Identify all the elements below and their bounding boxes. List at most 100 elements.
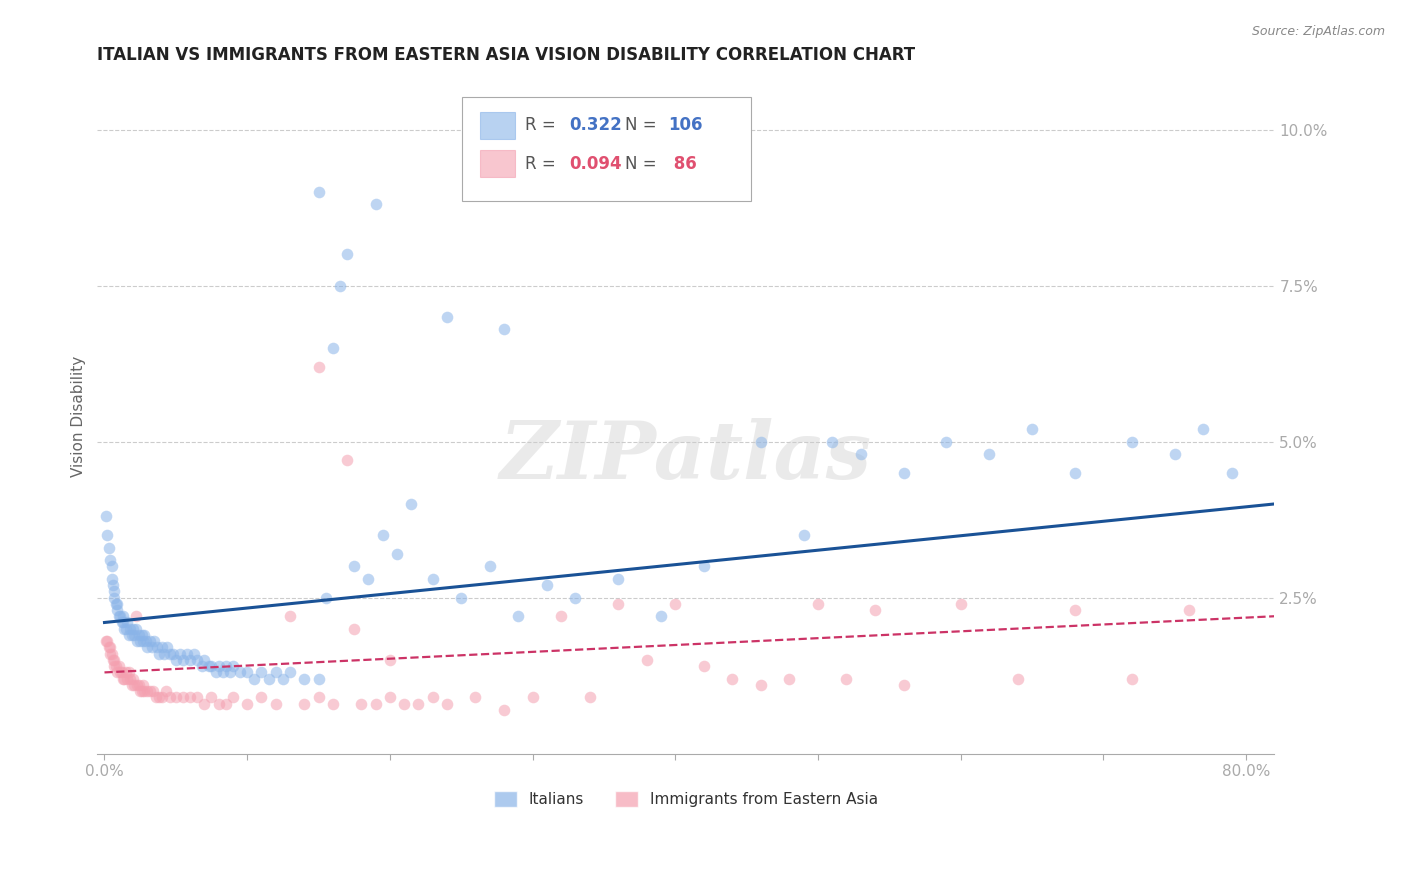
Point (536, 578, 558, 592)
Point (100, 572, 122, 586)
Point (112, 672, 135, 686)
Point (821, 434, 844, 449)
Point (849, 447, 872, 461)
Point (371, 528, 394, 542)
Point (436, 310, 458, 324)
Point (250, 665, 273, 680)
Point (893, 678, 915, 692)
Point (315, 591, 337, 605)
Text: 86: 86 (668, 155, 697, 173)
Point (172, 690, 194, 705)
Point (104, 597, 127, 611)
Point (176, 647, 198, 661)
Point (105, 597, 128, 611)
Point (98, 640, 121, 655)
Point (243, 672, 266, 686)
Point (749, 434, 772, 449)
Point (492, 322, 515, 336)
Point (378, 653, 401, 667)
Point (1163, 447, 1185, 461)
Point (343, 559, 366, 574)
Point (186, 690, 208, 705)
Point (94, 634, 117, 648)
Point (127, 634, 149, 648)
Point (179, 653, 201, 667)
Point (134, 628, 156, 642)
Point (159, 690, 181, 705)
Point (105, 603, 128, 617)
Point (464, 690, 486, 705)
Point (236, 665, 259, 680)
Point (115, 622, 138, 636)
Point (793, 528, 815, 542)
Point (103, 659, 125, 673)
Point (219, 665, 242, 680)
Point (143, 634, 166, 648)
Point (97, 640, 120, 655)
Point (264, 665, 287, 680)
Point (114, 672, 136, 686)
Point (125, 622, 148, 636)
Point (153, 647, 176, 661)
Point (250, 690, 273, 705)
Point (129, 634, 152, 648)
Point (1121, 672, 1143, 686)
Point (141, 640, 163, 655)
Y-axis label: Vision Disability: Vision Disability (72, 356, 86, 477)
Point (101, 578, 124, 592)
Point (1063, 603, 1085, 617)
Point (110, 665, 132, 680)
Point (336, 453, 359, 467)
Point (179, 690, 201, 705)
Point (308, 185, 330, 199)
Point (108, 665, 131, 680)
Point (207, 659, 229, 673)
Point (104, 659, 127, 673)
FancyBboxPatch shape (479, 112, 515, 139)
Point (150, 690, 173, 705)
Point (893, 466, 915, 480)
Point (278, 609, 301, 624)
Point (145, 690, 167, 705)
Point (183, 647, 205, 661)
Point (308, 359, 330, 374)
Text: R =: R = (524, 155, 561, 173)
Point (863, 603, 886, 617)
Point (207, 697, 229, 711)
Point (229, 665, 252, 680)
Point (118, 665, 141, 680)
Point (271, 672, 294, 686)
Point (136, 640, 159, 655)
Point (114, 622, 136, 636)
Point (607, 572, 630, 586)
Point (165, 690, 187, 705)
Text: 0.094: 0.094 (569, 155, 621, 173)
Point (105, 665, 128, 680)
Point (131, 684, 153, 698)
Point (94, 509, 117, 524)
Point (117, 615, 139, 630)
Point (204, 665, 226, 680)
Point (422, 572, 444, 586)
Point (134, 684, 156, 698)
Point (96, 528, 118, 542)
Point (139, 634, 162, 648)
Point (120, 622, 142, 636)
Point (110, 615, 132, 630)
Point (693, 559, 716, 574)
Point (190, 659, 212, 673)
Text: ITALIAN VS IMMIGRANTS FROM EASTERN ASIA VISION DISABILITY CORRELATION CHART: ITALIAN VS IMMIGRANTS FROM EASTERN ASIA … (97, 46, 915, 64)
Point (236, 697, 259, 711)
Point (124, 628, 146, 642)
Point (350, 697, 373, 711)
Point (215, 659, 238, 673)
Point (100, 559, 122, 574)
Point (343, 622, 366, 636)
Point (292, 697, 315, 711)
Point (112, 609, 135, 624)
Point (193, 653, 215, 667)
Point (193, 697, 215, 711)
Text: R =: R = (524, 117, 561, 135)
Point (200, 659, 222, 673)
Point (222, 659, 245, 673)
